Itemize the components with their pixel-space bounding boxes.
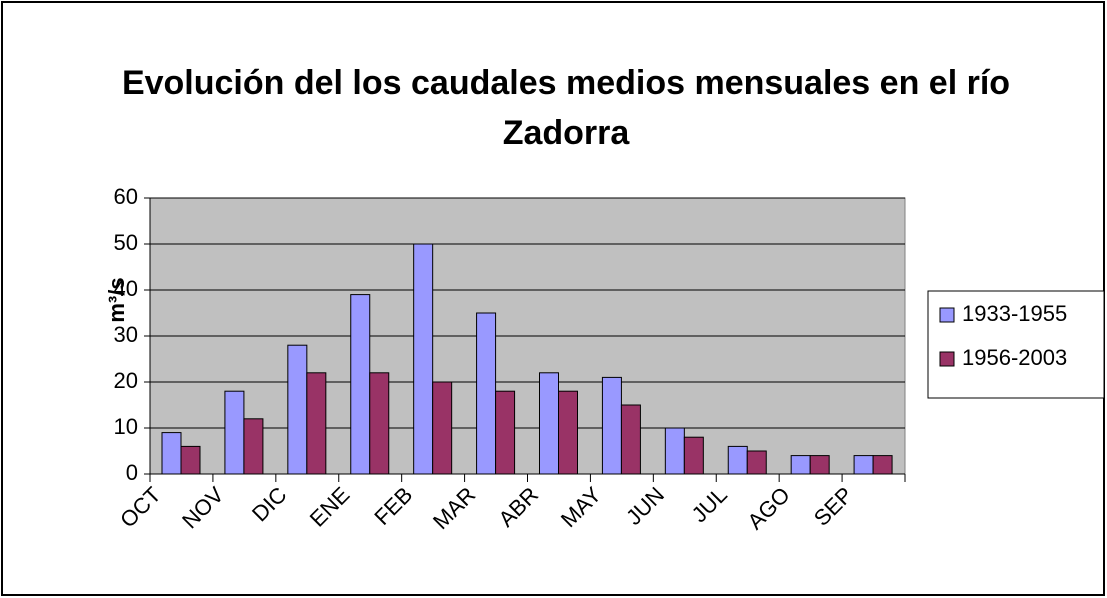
bar bbox=[369, 372, 390, 475]
legend-box bbox=[927, 290, 1105, 399]
bar bbox=[853, 455, 874, 475]
bar bbox=[287, 344, 308, 475]
bar bbox=[432, 381, 453, 475]
bar bbox=[664, 427, 685, 475]
bar bbox=[809, 455, 830, 475]
bar bbox=[224, 390, 245, 475]
bar bbox=[539, 372, 559, 475]
bar bbox=[727, 445, 748, 475]
bar bbox=[306, 372, 327, 475]
bar bbox=[620, 404, 641, 475]
bar bbox=[243, 418, 264, 475]
y-axis-label: m³/s bbox=[104, 277, 129, 322]
y-tick-label: 10 bbox=[114, 414, 138, 439]
bar bbox=[413, 243, 434, 475]
legend-label: 1956-2003 bbox=[962, 345, 1067, 370]
bar bbox=[746, 450, 767, 475]
y-tick-label: 60 bbox=[114, 184, 138, 209]
y-tick-label: 20 bbox=[114, 368, 138, 393]
bar bbox=[872, 455, 893, 475]
legend-swatch bbox=[939, 351, 955, 367]
chart-title: Evolución del los caudales medios mensua… bbox=[121, 64, 1011, 152]
legend-label: 1933-1955 bbox=[962, 301, 1067, 326]
bar bbox=[350, 294, 371, 475]
bar bbox=[683, 436, 704, 475]
bar bbox=[601, 376, 622, 475]
y-tick-label: 50 bbox=[114, 230, 138, 255]
bar bbox=[558, 390, 578, 475]
bar bbox=[161, 432, 182, 475]
bar bbox=[476, 312, 497, 475]
bar bbox=[495, 390, 516, 475]
bar bbox=[180, 445, 201, 475]
y-tick-label: 0 bbox=[126, 460, 138, 485]
y-tick-label: 30 bbox=[114, 322, 138, 347]
bar bbox=[790, 455, 811, 475]
legend-swatch bbox=[939, 307, 955, 323]
y-tick-label: 40 bbox=[114, 276, 138, 301]
